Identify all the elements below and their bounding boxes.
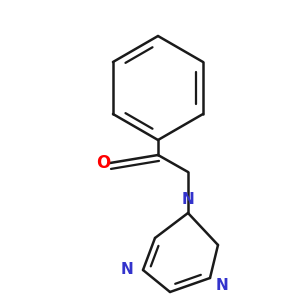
Text: N: N bbox=[182, 193, 194, 208]
Text: N: N bbox=[121, 262, 134, 278]
Text: N: N bbox=[216, 278, 228, 293]
Text: O: O bbox=[96, 154, 110, 172]
